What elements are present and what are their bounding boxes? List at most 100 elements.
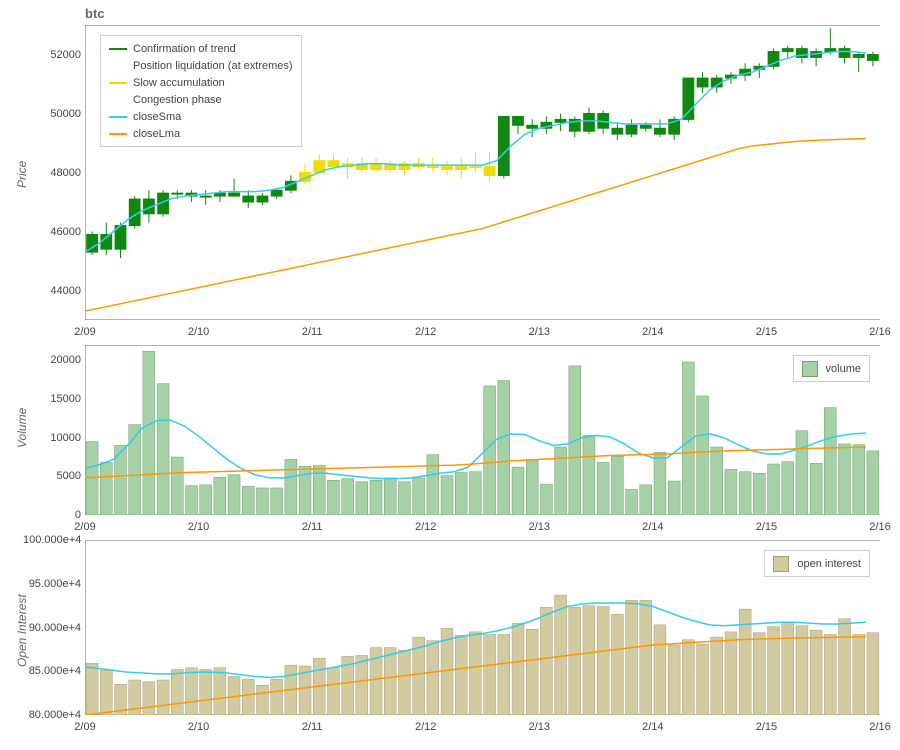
candle — [484, 167, 495, 176]
candle — [527, 125, 538, 128]
candle — [513, 116, 524, 125]
volume-bar — [654, 452, 666, 515]
legend-swatch — [109, 65, 127, 67]
oi-bar — [782, 622, 794, 715]
volume-bar — [555, 447, 567, 515]
legend-row: Congestion phase — [109, 91, 293, 108]
y-tick-label: 15000 — [23, 393, 81, 405]
oi-bar — [384, 648, 396, 715]
legend-label: volume — [826, 363, 861, 375]
volume-bar — [853, 445, 865, 515]
oi-bar — [611, 614, 623, 715]
volume-bar — [427, 455, 439, 515]
legend-row: closeSma — [109, 108, 293, 125]
volume-bar — [285, 459, 297, 515]
volume-bar — [725, 469, 737, 515]
oi-bar — [86, 663, 98, 715]
volume-bar — [327, 480, 339, 515]
candle — [243, 196, 254, 202]
volume-bar — [455, 473, 467, 516]
legend-row: closeLma — [109, 125, 293, 142]
volume-bar — [157, 384, 169, 515]
oi-bar — [469, 632, 481, 715]
candle — [868, 55, 879, 61]
x-tick-label: 2/09 — [74, 326, 95, 338]
x-tick-label: 2/12 — [415, 521, 436, 533]
candle — [498, 116, 509, 175]
candle — [612, 128, 623, 134]
x-tick-label: 2/16 — [869, 521, 890, 533]
oi-bar — [753, 633, 765, 715]
volume-bar — [782, 462, 794, 515]
volume-bar — [611, 456, 623, 515]
y-tick-label: 85.000e+4 — [23, 665, 81, 677]
legend-row: Slow accumulation — [109, 74, 293, 91]
volume-bar — [342, 479, 354, 515]
volume-bar — [796, 431, 808, 515]
oi-bar — [626, 600, 638, 715]
oi-bar — [768, 627, 780, 715]
volume-bar — [498, 381, 510, 515]
candle — [172, 193, 183, 194]
y-tick-label: 90.000e+4 — [23, 622, 81, 634]
y-tick-label: 100.000e+4 — [23, 534, 81, 546]
oi-bar — [512, 623, 524, 715]
oi-bar — [824, 635, 836, 716]
x-tick-label: 2/16 — [869, 721, 890, 733]
candle — [456, 167, 467, 170]
y-tick-label: 48000 — [23, 167, 81, 179]
y-tick-label: 5000 — [23, 470, 81, 482]
oi-bar — [668, 645, 680, 715]
volume-bar — [597, 462, 609, 515]
candle — [200, 196, 211, 197]
oi-bar — [214, 668, 226, 715]
candle — [853, 55, 864, 58]
volume-bar — [640, 485, 652, 515]
oi-bar — [839, 619, 851, 715]
x-tick-label: 2/15 — [756, 721, 777, 733]
volume-bar — [753, 473, 765, 515]
oi-bar — [271, 679, 283, 715]
candle — [427, 167, 438, 168]
legend-swatch — [773, 556, 789, 572]
oi-bar — [569, 607, 581, 715]
volume-bar — [441, 476, 453, 515]
oi-bar — [455, 635, 467, 715]
volume-bar — [200, 485, 212, 515]
y-tick-label: 46000 — [23, 226, 81, 238]
x-tick-label: 2/14 — [642, 521, 663, 533]
y-axis-label: Open Interest — [15, 594, 29, 667]
legend-label: Confirmation of trend — [133, 43, 236, 55]
x-tick-label: 2/10 — [188, 326, 209, 338]
candle — [371, 164, 382, 170]
candle — [328, 161, 339, 167]
oi-bar — [157, 680, 169, 715]
oi-bar — [526, 629, 538, 715]
candle — [442, 167, 453, 170]
volume-bar — [526, 459, 538, 515]
legend-label: Slow accumulation — [133, 77, 225, 89]
oi-bar — [867, 633, 879, 715]
volume-bar — [668, 481, 680, 515]
legend-row: Position liquidation (at extremes) — [109, 57, 293, 74]
y-tick-label: 52000 — [23, 49, 81, 61]
oi-bar — [398, 650, 410, 715]
oi-legend: open interest — [764, 550, 870, 577]
candle — [640, 125, 651, 128]
y-axis-label: Price — [15, 160, 29, 187]
oi-bar — [697, 644, 709, 715]
volume-bar — [540, 484, 552, 515]
volume-bar — [469, 472, 481, 515]
legend-label: closeLma — [133, 128, 180, 140]
oi-bar — [242, 679, 254, 715]
volume-bar — [228, 475, 240, 515]
volume-bar — [867, 451, 879, 515]
x-tick-label: 2/16 — [869, 326, 890, 338]
price-legend: Confirmation of trend Position liquidatio… — [100, 35, 302, 147]
oi-bar — [200, 670, 212, 716]
candle — [555, 119, 566, 122]
legend-label: Congestion phase — [133, 94, 222, 106]
volume-bar — [214, 477, 226, 515]
x-tick-label: 2/09 — [74, 721, 95, 733]
volume-bar — [626, 490, 638, 516]
